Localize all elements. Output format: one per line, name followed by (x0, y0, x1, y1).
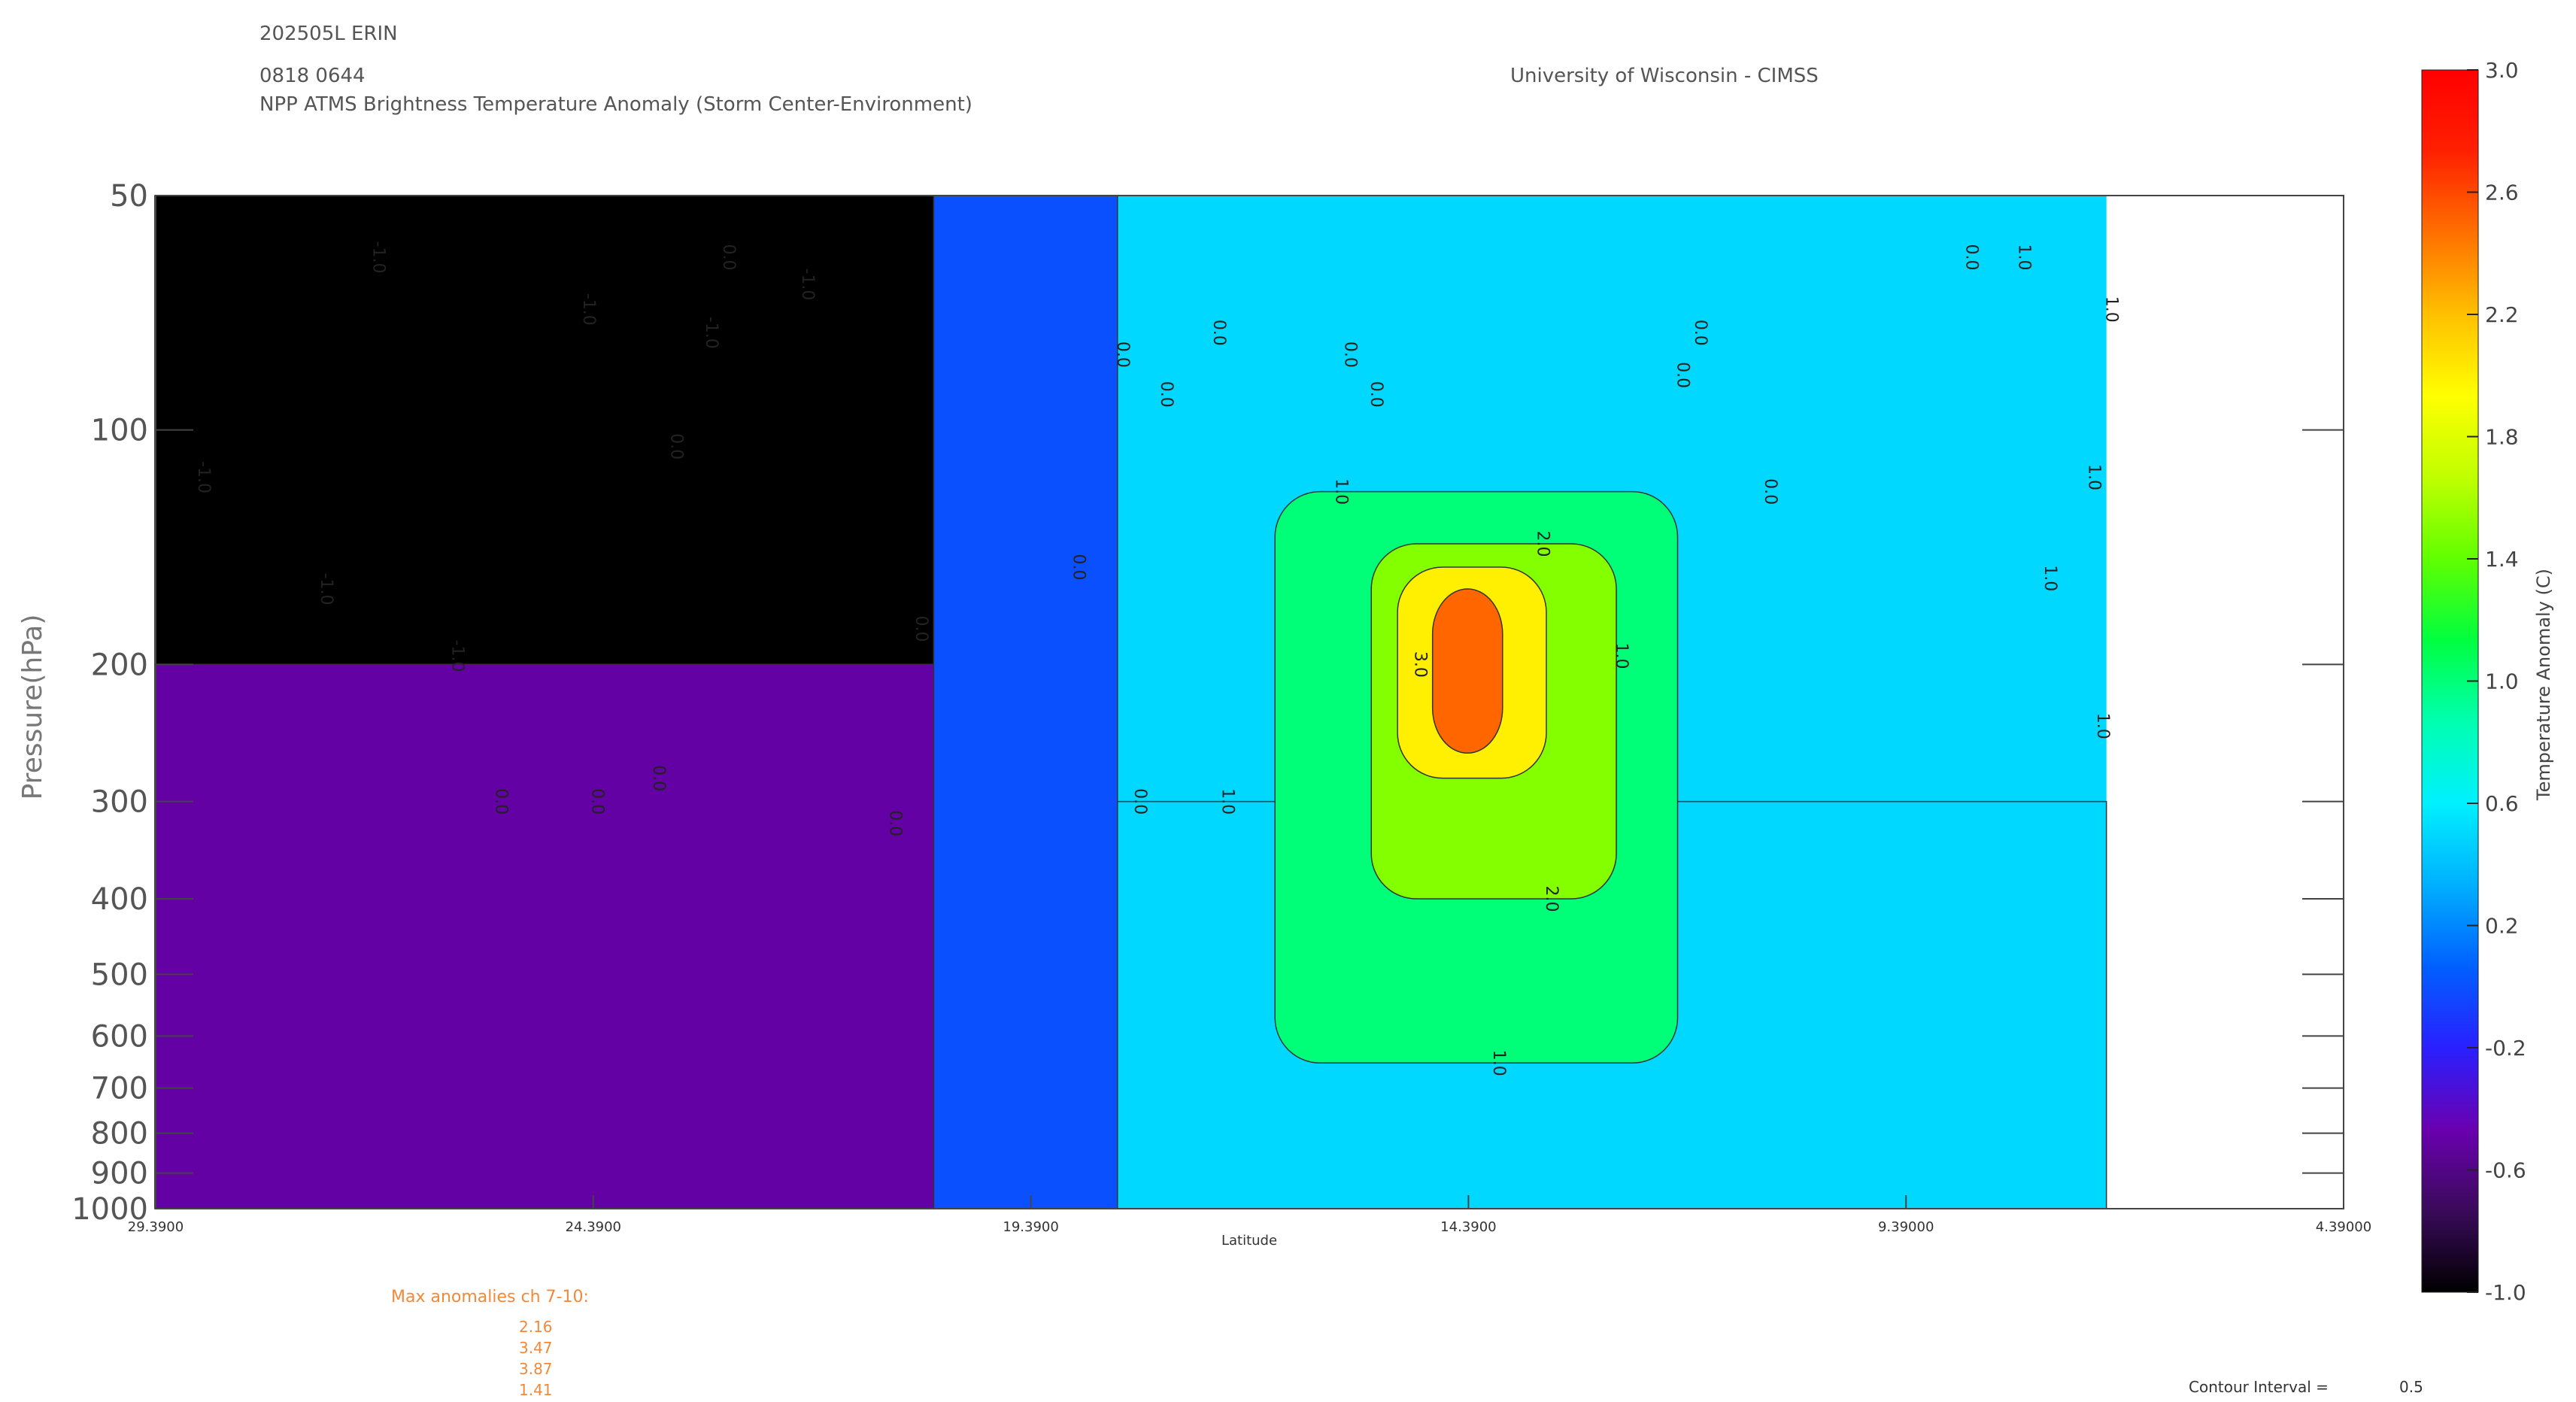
contour-label: 0.0 (1130, 788, 1149, 815)
contour-label: 0.0 (1367, 381, 1385, 408)
max-anomalies-title: Max anomalies ch 7-10: (391, 1288, 589, 1306)
x-tick-label: 9.39000 (1878, 1219, 1934, 1235)
contour-label: -1.0 (369, 241, 388, 274)
contour-label: 0.0 (885, 810, 904, 836)
y-tick-label: 100 (91, 414, 148, 448)
contour-label: 0.0 (719, 244, 738, 270)
contour-label: 0.0 (1761, 478, 1780, 505)
contour-label: 0.0 (666, 433, 685, 460)
colorbar-tick-label: -0.6 (2485, 1158, 2526, 1183)
y-tick-label: 600 (91, 1019, 148, 1054)
contour-label: 0.0 (1691, 320, 1710, 346)
contour-label: 1.0 (2014, 244, 2033, 270)
contour-label: 2.0 (1533, 530, 1552, 557)
anomaly-region (933, 195, 1118, 1209)
max-anomaly-ch10: 1.41 (519, 1381, 553, 1399)
contour-label: 1.0 (2040, 565, 2059, 591)
x-tick-label: 19.3900 (1003, 1219, 1058, 1235)
contour-label: 1.0 (1332, 478, 1351, 505)
plot-frame (155, 195, 2344, 1209)
contour-interval-value: 0.5 (2399, 1378, 2423, 1396)
contour-label: 0.0 (1209, 320, 1228, 346)
colorbar-tick-label: 1.4 (2485, 547, 2519, 572)
contour-label: -1.0 (702, 317, 721, 349)
contour-label: 1.0 (1612, 642, 1631, 669)
x-tick-label: 4.39000 (2316, 1219, 2371, 1235)
contour-label: -1.0 (194, 461, 213, 493)
contour-label: 3.0 (1410, 651, 1429, 678)
contour-label: 1.0 (1489, 1050, 1508, 1076)
contour-label: 0.0 (649, 765, 668, 791)
x-axis: 29.3900 24.3900 19.3900 14.3900 9.39000 4.390… (128, 1195, 2371, 1235)
colorbar-tick-label: -1.0 (2485, 1280, 2526, 1305)
x-tick-label: 29.3900 (128, 1219, 184, 1235)
colorbar-tick-label: -0.2 (2485, 1036, 2526, 1061)
colorbar-tick-label: 0.6 (2485, 791, 2519, 816)
x-tick-label: 24.3900 (566, 1219, 621, 1235)
y-axis-label: Pressure(hPa) (17, 615, 48, 800)
max-anomaly-ch8: 3.47 (519, 1339, 553, 1357)
contour-label: 1.0 (2084, 464, 2103, 490)
contour-label: 1.0 (2093, 713, 2112, 739)
anomaly-region (1431, 588, 1503, 754)
contour-label: 1.0 (2102, 296, 2121, 323)
y-tick-label: 300 (91, 785, 148, 820)
contour-label: -1.0 (579, 293, 598, 326)
contour-interval-label: Contour Interval = (2189, 1378, 2329, 1396)
colorbar-tick-label: 0.2 (2485, 914, 2519, 939)
contour-label: 0.0 (1673, 362, 1692, 388)
contour-label: -1.0 (798, 269, 817, 301)
y-tick-label: 1000 (71, 1192, 148, 1227)
max-anomaly-ch7: 2.16 (519, 1318, 553, 1336)
contour-label: 0.0 (588, 788, 607, 815)
contour-label: 2.0 (1542, 885, 1561, 912)
contour-label: 1.0 (1218, 788, 1236, 815)
anomaly-region (154, 663, 1022, 1209)
contour-label: -1.0 (448, 639, 466, 672)
colorbar-tick-label: 2.6 (2485, 181, 2519, 205)
contour-label: 0.0 (912, 615, 930, 642)
y-tick-label: 700 (91, 1072, 148, 1106)
contour-label: 0.0 (1157, 381, 1176, 408)
contour-label: 0.0 (1962, 244, 1980, 270)
max-anomaly-ch9: 3.87 (519, 1360, 553, 1378)
colorbar-tick-label: 3.0 (2485, 58, 2519, 83)
colorbar-label: Temperature Anomaly (C) (2533, 569, 2554, 801)
colorbar-ticks: 3.0 2.6 2.2 1.8 1.4 1.0 0.6 0.2 -0.2 -0.6 -1.0 (2467, 58, 2526, 1305)
y-tick-label: 800 (91, 1117, 148, 1152)
institution: University of Wisconsin - CIMSS (1510, 65, 1819, 87)
contour-label: -1.0 (317, 573, 335, 605)
y-tick-label: 500 (91, 957, 148, 992)
datetime: 0818 0644 (259, 65, 366, 87)
contour-label: 0.0 (1113, 341, 1132, 368)
max-anomalies-panel: Max anomalies ch 7-10: 2.16 3.47 3.87 1.… (391, 1288, 589, 1399)
anomaly-region (154, 195, 935, 666)
contour-label: 0.0 (492, 788, 511, 815)
y-tick-label: 200 (91, 648, 148, 682)
anomaly-fill-layer (154, 195, 2107, 1209)
colorbar-tick-label: 1.8 (2485, 425, 2519, 450)
y-tick-label: 400 (91, 882, 148, 917)
storm-name: 202505L ERIN (259, 23, 398, 45)
y-tick-label: 50 (110, 179, 148, 214)
y-tick-label: 900 (91, 1157, 148, 1191)
contour-label: 0.0 (1070, 554, 1088, 580)
contour-label-layer: -1.0 -1.0 -1.0 -1.0 -1.0 -1.0 -1.0 0.0 0.0 0.0 0.0… (194, 241, 2121, 1076)
colorbar-tick-label: 2.2 (2485, 302, 2519, 327)
x-tick-label: 14.3900 (1440, 1219, 1496, 1235)
chart-subtitle: NPP ATMS Brightness Temperature Anomaly … (259, 93, 972, 116)
x-axis-label: Latitude (1221, 1233, 1277, 1249)
contour-label: 0.0 (1340, 341, 1359, 368)
colorbar-tick-label: 1.0 (2485, 669, 2519, 694)
